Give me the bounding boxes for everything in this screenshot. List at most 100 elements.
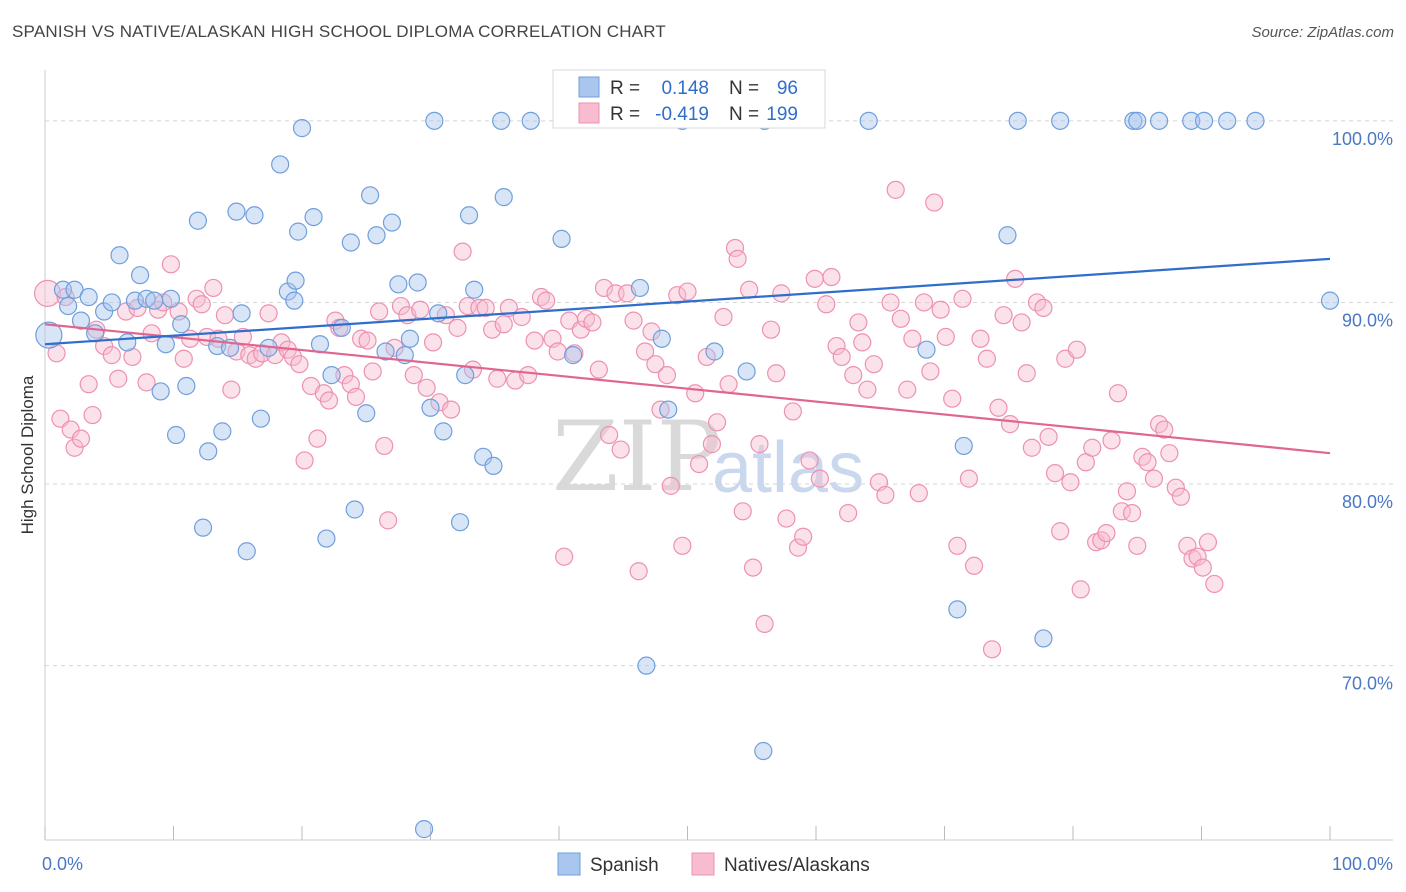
natives-point bbox=[370, 302, 389, 321]
natives-point bbox=[948, 536, 967, 555]
spanish-point bbox=[95, 302, 114, 321]
spanish-r-value: 0.148 bbox=[661, 78, 709, 99]
natives-point bbox=[1188, 547, 1207, 566]
natives-point bbox=[1022, 438, 1041, 457]
x-tick-label-min: 0.0% bbox=[42, 854, 83, 874]
natives-point bbox=[411, 300, 430, 319]
natives-point bbox=[903, 329, 922, 348]
spanish-point bbox=[286, 271, 305, 290]
natives-point bbox=[788, 538, 808, 557]
spanish-point bbox=[71, 311, 91, 330]
natives-point bbox=[583, 313, 602, 332]
natives-point bbox=[589, 360, 608, 379]
gridlines bbox=[45, 120, 1393, 667]
spanish-point bbox=[166, 425, 186, 445]
natives-point bbox=[800, 451, 819, 470]
spanish-point bbox=[177, 376, 196, 396]
spanish-point bbox=[484, 456, 503, 475]
spanish-point bbox=[271, 155, 290, 174]
spanish-point bbox=[245, 206, 264, 225]
natives-point bbox=[1034, 298, 1053, 318]
natives-point bbox=[921, 362, 940, 381]
natives-point bbox=[977, 349, 997, 368]
natives-point bbox=[391, 296, 411, 316]
spanish-point bbox=[474, 447, 493, 466]
natives-point bbox=[1117, 482, 1137, 501]
natives-point bbox=[914, 293, 934, 312]
spanish-point bbox=[400, 329, 420, 348]
spanish-point bbox=[367, 226, 386, 245]
natives-point bbox=[222, 380, 241, 399]
spanish-point bbox=[102, 293, 121, 312]
natives-point bbox=[943, 389, 962, 408]
natives-point bbox=[448, 318, 467, 337]
natives-point bbox=[1155, 420, 1174, 439]
natives-point bbox=[611, 440, 630, 459]
natives-point bbox=[375, 436, 394, 456]
natives-point bbox=[83, 405, 102, 425]
natives-point bbox=[571, 320, 590, 339]
natives-point bbox=[1000, 415, 1020, 434]
spanish-point bbox=[1194, 111, 1214, 130]
natives-point bbox=[453, 242, 472, 261]
natives-point bbox=[346, 387, 366, 406]
y-tick-label: 100.0% bbox=[1332, 129, 1393, 149]
spanish-point bbox=[705, 342, 724, 361]
natives-point bbox=[849, 313, 868, 332]
natives-point bbox=[488, 369, 507, 388]
spanish-point bbox=[382, 213, 402, 232]
natives-point bbox=[378, 511, 398, 530]
natives-point bbox=[494, 315, 513, 334]
natives-point bbox=[363, 362, 382, 381]
spanish-point bbox=[954, 436, 973, 456]
natives-point bbox=[215, 306, 234, 325]
natives-point bbox=[740, 280, 759, 299]
y-tick-label: 70.0% bbox=[1342, 674, 1393, 694]
natives-point bbox=[161, 255, 181, 274]
natives-point bbox=[925, 193, 944, 212]
legend-spanish-label: Spanish bbox=[590, 855, 659, 876]
natives-point bbox=[319, 391, 339, 410]
spanish-point bbox=[213, 422, 232, 441]
natives-point bbox=[714, 307, 733, 327]
natives-point bbox=[668, 286, 687, 305]
x-tick-label-max: 100.0% bbox=[1332, 854, 1393, 874]
spanish-point bbox=[630, 278, 650, 298]
natives-point bbox=[931, 300, 950, 319]
natives-point bbox=[290, 355, 309, 374]
spanish-point bbox=[86, 324, 105, 343]
natives-point bbox=[1061, 473, 1080, 492]
natives-point bbox=[65, 438, 84, 457]
natives-point bbox=[1017, 364, 1036, 383]
natives-point bbox=[259, 304, 278, 323]
natives-point bbox=[755, 614, 774, 633]
natives-n-value: 199 bbox=[766, 104, 798, 125]
natives-point bbox=[358, 331, 377, 350]
natives-point bbox=[805, 269, 824, 288]
natives-point bbox=[417, 378, 436, 397]
spanish-point bbox=[237, 542, 256, 561]
natives-point bbox=[192, 295, 211, 314]
spanish-trend-line bbox=[44, 257, 1331, 346]
spanish-point bbox=[332, 318, 351, 337]
natives-point bbox=[385, 338, 404, 357]
natives-point bbox=[1128, 536, 1147, 555]
natives-point bbox=[1083, 438, 1102, 457]
legend-natives-label: Natives/Alaskans bbox=[724, 855, 870, 876]
spanish-point bbox=[637, 656, 656, 675]
natives-n-label: N = bbox=[729, 104, 759, 125]
legend-natives-swatch bbox=[691, 852, 715, 876]
natives-point bbox=[537, 291, 556, 310]
natives-point bbox=[1071, 580, 1090, 599]
natives-point bbox=[817, 295, 836, 314]
spanish-point bbox=[1246, 111, 1265, 130]
spanish-r-label: R = bbox=[610, 78, 640, 99]
natives-point bbox=[777, 509, 796, 528]
spanish-point bbox=[421, 398, 440, 417]
natives-point bbox=[204, 278, 223, 298]
natives-point bbox=[686, 384, 705, 403]
natives-point bbox=[898, 380, 917, 399]
natives-point bbox=[102, 346, 121, 365]
spanish-point bbox=[1320, 291, 1340, 310]
natives-point bbox=[47, 344, 66, 363]
